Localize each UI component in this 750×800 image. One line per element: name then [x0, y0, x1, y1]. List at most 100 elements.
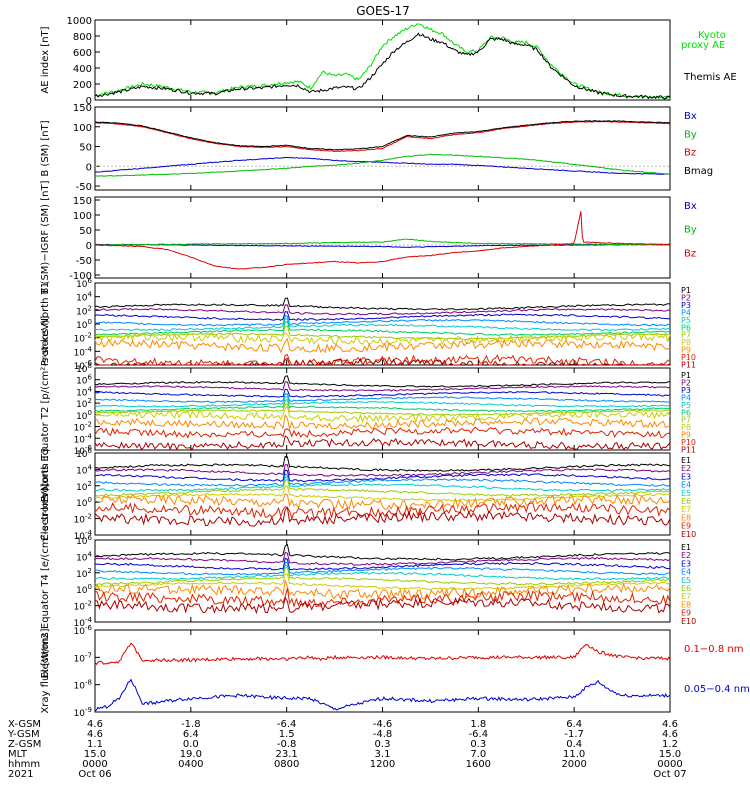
x-axis-value: 1.2: [662, 739, 678, 750]
x-axis-value: 23.1: [276, 749, 298, 760]
legend-E8: E8: [681, 600, 691, 609]
series-line-P5: [94, 318, 671, 332]
legend-E3: E3: [681, 472, 691, 481]
legend-P7: P7: [681, 416, 691, 425]
series-line-E3: [94, 469, 671, 482]
series-line-P8: [94, 405, 671, 424]
y-tick-label: 400: [73, 64, 92, 75]
series-line-E6: [94, 566, 671, 586]
series-line-P2: [94, 304, 671, 316]
x-axis-value: 15.0: [84, 749, 106, 760]
y-tick-label: 800: [73, 32, 92, 43]
legend-E1: E1: [681, 543, 691, 552]
series-line: [94, 678, 671, 712]
legend-E3: E3: [681, 559, 691, 568]
x-axis-row-label: X-GSM: [8, 719, 41, 730]
y-axis-label: B (SM) [nT]: [40, 120, 51, 176]
series-line-P9: [94, 337, 671, 354]
series-line: [94, 120, 671, 152]
x-axis-value: 1.8: [470, 719, 486, 730]
series-line: [94, 23, 671, 100]
y-tick-label: 50: [79, 226, 92, 237]
x-axis-value: 0800: [274, 759, 299, 770]
y-tick-label: 102: [76, 480, 92, 493]
y-tick-label: 100: [76, 496, 92, 509]
x-axis-value: 0000: [657, 759, 682, 770]
x-axis-value: 19.0: [180, 749, 202, 760]
legend-P8: P8: [681, 338, 691, 347]
legend-label: Bz: [684, 248, 696, 259]
legend-P9: P9: [681, 346, 691, 355]
y-axis-label: Electrons North T3: [40, 447, 51, 540]
legend-E4: E4: [681, 568, 691, 577]
series-line-E10: [94, 506, 671, 527]
y-tick-label: 0: [86, 241, 92, 252]
y-tick-label: 100: [73, 211, 92, 222]
series-line-E1: [94, 455, 671, 472]
legend-E7: E7: [681, 505, 691, 514]
series-line-P5: [94, 396, 671, 408]
series-line-P4: [95, 314, 671, 327]
x-axis-value: 4.6: [662, 729, 678, 740]
x-axis-value: 4.6: [87, 729, 103, 740]
series-line-E4: [94, 473, 671, 487]
y-tick-label: 10-4: [74, 345, 93, 358]
legend-P7: P7: [681, 331, 691, 340]
x-axis-row-label: hhmm: [8, 759, 40, 770]
legend-P1: P1: [681, 371, 691, 380]
series-line-E10: [94, 596, 671, 615]
x-axis-value: -6.4: [469, 729, 489, 740]
legend-label: Themis AE: [683, 72, 737, 83]
legend-P4: P4: [681, 308, 691, 317]
series-line-E7: [94, 573, 671, 591]
legend-E7: E7: [681, 592, 691, 601]
series-line-E2: [94, 464, 671, 478]
x-axis-value: 0.4: [566, 739, 582, 750]
y-tick-label: -100: [69, 271, 92, 282]
x-axis-row-label: Y-GSM: [7, 729, 40, 740]
series-line-P1: [94, 297, 671, 311]
y-axis-label: B (SM)−IGRF (SM) [nT]: [40, 180, 51, 294]
y-tick-label: 10-2: [74, 513, 92, 526]
legend-E6: E6: [681, 584, 691, 593]
legend-P1: P1: [681, 286, 691, 295]
legend-E10: E10: [681, 617, 696, 626]
y-axis-label: AE index [nT]: [40, 26, 51, 93]
y-axis-label: Xray flux [W/m2]: [40, 628, 51, 713]
legend-P8: P8: [681, 423, 691, 432]
series-line-E9: [94, 502, 671, 520]
legend-P3: P3: [681, 386, 691, 395]
y-tick-label: 1000: [67, 16, 92, 27]
series-line-P10: [94, 353, 671, 367]
series-line: [94, 211, 671, 270]
x-axis-value: 6.4: [183, 729, 199, 740]
series-line-E5: [94, 564, 670, 581]
y-tick-label: 10-2: [74, 600, 92, 613]
series-line-E8: [94, 493, 671, 510]
x-axis-value: 2000: [561, 759, 586, 770]
legend-P6: P6: [681, 323, 691, 332]
series-line-P6: [94, 399, 671, 413]
legend-E5: E5: [681, 576, 691, 585]
panel-frame-3: [94, 196, 671, 279]
series-line-E8: [94, 580, 671, 601]
series-line-P7: [94, 403, 671, 416]
legend-label: 0.1−0.8 nm: [684, 644, 743, 655]
legend-E10: E10: [681, 530, 696, 539]
series-line-E9: [94, 588, 671, 608]
y-tick-label: -50: [76, 182, 92, 193]
y-tick-label: 104: [76, 550, 92, 563]
legend-P4: P4: [681, 393, 691, 402]
x-axis-row-label: MLT: [8, 749, 28, 760]
y-tick-label: 0: [86, 96, 92, 107]
x-axis-value: 1.1: [87, 739, 103, 750]
series-line: [94, 153, 670, 177]
legend-label: Bz: [684, 148, 696, 159]
series-line: [94, 243, 671, 249]
series-line-E6: [94, 478, 671, 497]
x-axis-value: 0400: [178, 759, 203, 770]
series-line: [94, 120, 671, 151]
series-line-E2: [94, 551, 671, 566]
y-tick-label: 10-9: [74, 706, 92, 719]
x-axis-value: 1600: [466, 759, 491, 770]
